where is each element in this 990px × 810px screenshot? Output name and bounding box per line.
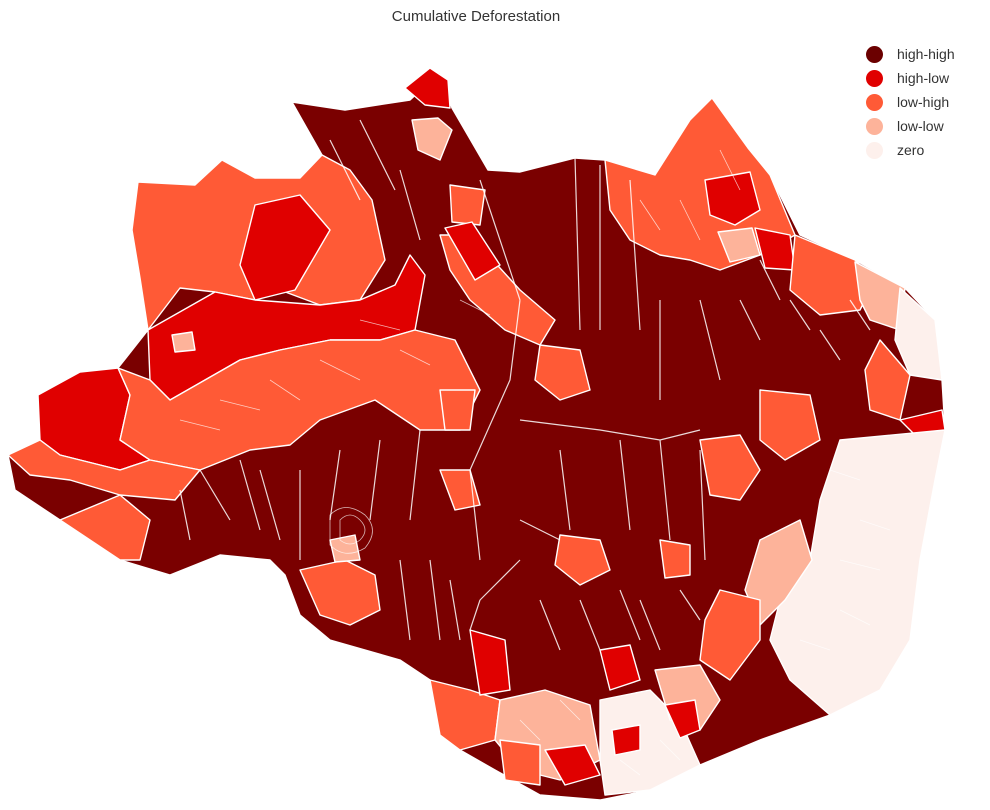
region-south-lowhigh-3 bbox=[554, 534, 611, 586]
region-ne-highlow bbox=[704, 171, 761, 226]
region-south-lowhigh-2 bbox=[499, 739, 541, 786]
legend-item-high-low: high-low bbox=[866, 66, 955, 90]
region-center-lowhigh-2 bbox=[439, 389, 476, 431]
legend-label: high-high bbox=[897, 46, 955, 62]
legend-swatch bbox=[866, 69, 883, 87]
region-ne-lowlow bbox=[717, 227, 761, 263]
legend-swatch bbox=[866, 93, 883, 111]
region-east-lowhigh-4 bbox=[759, 389, 821, 461]
region-south-highlow-4 bbox=[611, 724, 641, 756]
region-north-lowhigh bbox=[449, 184, 486, 226]
region-sw-lowlow bbox=[329, 534, 361, 563]
region-east-lowhigh-3 bbox=[699, 589, 761, 681]
region-east-lowhigh-5 bbox=[699, 434, 761, 501]
region-sw-lowhigh-3 bbox=[59, 494, 151, 561]
border-lines bbox=[179, 119, 871, 651]
region-east-mix-lowlow bbox=[854, 261, 906, 331]
region-east-zero-1 bbox=[894, 287, 943, 381]
legend-label: low-high bbox=[897, 94, 950, 110]
legend: high-high high-low low-high low-low zero bbox=[866, 42, 955, 162]
legend-label: high-low bbox=[897, 70, 950, 86]
region-south-highlow-1 bbox=[469, 629, 511, 696]
legend-swatch bbox=[866, 117, 883, 135]
region-nw-highlow-1 bbox=[239, 194, 331, 301]
region-east-lowlow bbox=[744, 519, 813, 626]
map-title: Cumulative Deforestation bbox=[391, 8, 561, 25]
region-east-lowhigh-2 bbox=[864, 339, 911, 421]
region-south-highlow-2 bbox=[544, 744, 601, 786]
region-south-lowhigh-4 bbox=[659, 539, 691, 579]
legend-item-low-low: low-low bbox=[866, 114, 955, 138]
region-north-lowlow bbox=[411, 117, 453, 161]
region-corridor-highlow bbox=[444, 221, 501, 281]
region-center-lowlow bbox=[171, 331, 196, 353]
legend-swatch bbox=[866, 141, 883, 159]
legend-label: zero bbox=[897, 142, 925, 158]
region-sw-lowhigh-2 bbox=[439, 469, 481, 511]
legend-label: low-low bbox=[897, 118, 944, 134]
legend-swatch bbox=[866, 45, 883, 63]
region-center-lowhigh bbox=[534, 344, 591, 401]
legend-item-zero: zero bbox=[866, 138, 955, 162]
region-east-mix-lowhigh bbox=[789, 234, 876, 316]
border-lines-thin bbox=[179, 149, 891, 776]
region-north-highlow bbox=[404, 67, 451, 109]
legend-item-low-high: low-high bbox=[866, 90, 955, 114]
region-south-highlow-5 bbox=[599, 644, 641, 691]
legend-item-high-high: high-high bbox=[866, 42, 955, 66]
region-south-highlow-3 bbox=[664, 699, 701, 739]
